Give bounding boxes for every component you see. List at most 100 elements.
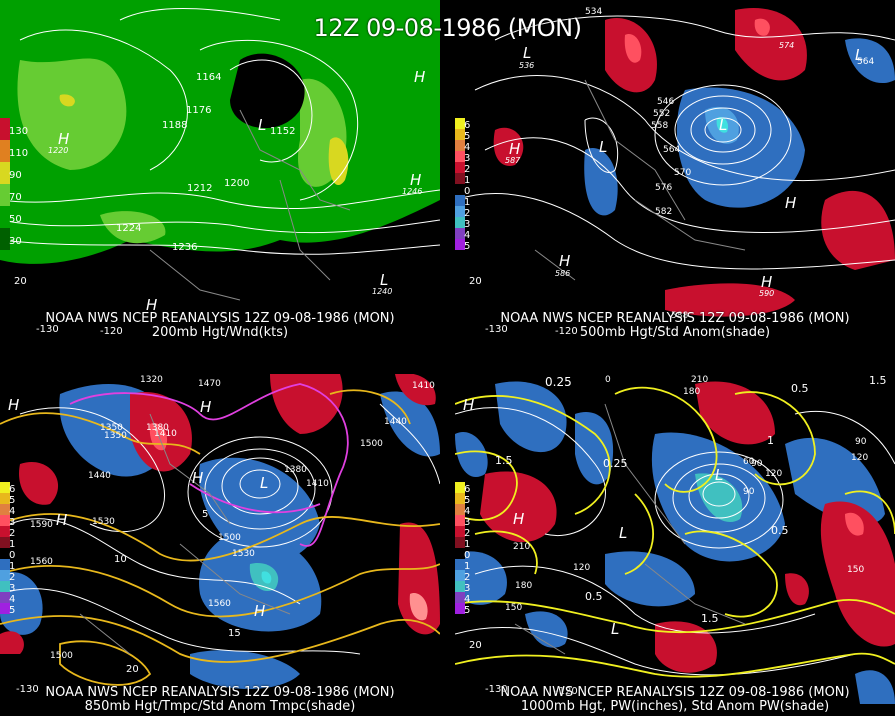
low-marker: L xyxy=(599,138,607,156)
contour-label: 150 xyxy=(847,565,864,575)
contour-label: 576 xyxy=(655,183,672,193)
contour-label: 534 xyxy=(585,7,602,17)
high-marker: H xyxy=(58,130,69,148)
contour-label: 1188 xyxy=(162,120,187,131)
lat-label: 20 xyxy=(469,276,482,287)
center-value: 587 xyxy=(505,156,521,165)
center-value: 1220 xyxy=(48,146,68,155)
legend-label: 2 xyxy=(9,572,16,583)
legend-label: 3 xyxy=(9,583,16,594)
legend-label: 2 xyxy=(464,164,471,175)
center-value: 590 xyxy=(759,289,774,298)
legend-label: 5 xyxy=(464,131,471,142)
contour-label: 60 xyxy=(743,457,755,467)
contour-label: 1560 xyxy=(208,599,231,609)
contour-label: 1380 xyxy=(284,465,307,475)
legend-label: 6 xyxy=(464,120,471,131)
contour-label: 1350 xyxy=(100,423,123,433)
pw-label: 0.5 xyxy=(771,524,789,537)
contour-label: 1500 xyxy=(50,651,73,661)
contour-label: 210 xyxy=(691,375,708,385)
legend-label: 5 xyxy=(464,241,471,252)
lon-label: -120 xyxy=(555,686,578,697)
high-marker: H xyxy=(513,510,524,528)
contour-label: 180 xyxy=(515,581,532,591)
contour-label: 1560 xyxy=(30,557,53,567)
legend-label: 1 xyxy=(464,175,471,186)
contour-label: 1236 xyxy=(172,242,197,253)
contour-label: 558 xyxy=(651,121,668,131)
legend-label: 4 xyxy=(464,142,471,153)
caption-line1: NOAA NWS NCEP REANALYSIS 12Z 09-08-1986 … xyxy=(45,685,395,700)
legend-1000mb: 6 5 4 3 2 1 0 1 2 3 4 5 xyxy=(455,482,470,616)
high-marker: H xyxy=(559,252,570,270)
map-850mb xyxy=(0,374,440,716)
high-marker: H xyxy=(8,396,19,414)
contour-label: 1530 xyxy=(92,517,115,527)
pw-label: 0.25 xyxy=(603,457,628,470)
center-value: 586 xyxy=(555,269,570,278)
caption-line2: 200mb Hgt/Wnd(kts) xyxy=(151,325,289,340)
legend-label: 5 xyxy=(464,495,471,506)
lat-label: 20 xyxy=(469,640,482,651)
legend-label: 4 xyxy=(9,594,16,605)
legend-label: 6 xyxy=(9,484,16,495)
legend-label: 3 xyxy=(464,219,471,230)
legend-label: 1 xyxy=(9,561,16,572)
caption-line1: NOAA NWS NCEP REANALYSIS 12Z 09-08-1986 … xyxy=(500,685,850,700)
pw-label: 1.5 xyxy=(701,612,719,625)
legend-label: 70 xyxy=(9,192,22,203)
legend-label: 5 xyxy=(9,605,16,616)
contour-label: 546 xyxy=(657,97,674,107)
low-marker: L xyxy=(715,466,723,484)
labels-200mb: 1164 1176 1188 1152 1212 1200 1224 1236 … xyxy=(14,68,425,337)
high-marker: H xyxy=(761,273,772,291)
contour-label: 0 xyxy=(605,375,611,385)
contour-label: 1500 xyxy=(218,533,241,543)
legend-label: 3 xyxy=(464,153,471,164)
legend-label: 50 xyxy=(9,214,22,225)
legend-label: 0 xyxy=(9,550,16,561)
caption-line2: 850mb Hgt/Tmpc/Std Anom Tmpc(shade) xyxy=(84,699,356,714)
contour-label: 1200 xyxy=(224,178,249,189)
pw-label: 0.5 xyxy=(585,590,603,603)
lon-label: -130 xyxy=(16,684,39,695)
lon-label: -130 xyxy=(485,324,508,335)
contour-label: 210 xyxy=(513,542,530,552)
contour-label: 1212 xyxy=(187,183,212,194)
legend-label: 5 xyxy=(464,605,471,616)
panel-200mb: 130 110 90 70 50 30 1164 1176 1188 1152 … xyxy=(0,0,440,342)
legend-label: 1 xyxy=(464,197,471,208)
caption-line1: NOAA NWS NCEP REANALYSIS 12Z 09-08-1986 … xyxy=(500,311,850,326)
pw-label: 0.25 xyxy=(545,375,572,389)
caption-line2: 500mb Hgt/Std Anom(shade) xyxy=(579,325,771,340)
legend-label: 5 xyxy=(9,495,16,506)
legend-label: 1 xyxy=(9,539,16,550)
labels-850mb: 1320 1350 1380 1410 1440 1470 1500 1530 … xyxy=(8,375,435,695)
high-marker: H xyxy=(785,194,796,212)
lat-label: 20 xyxy=(14,276,27,287)
contour-label: 90 xyxy=(751,459,763,469)
caption-line1: NOAA NWS NCEP REANALYSIS 12Z 09-08-1986 … xyxy=(45,311,395,326)
center-value: 574 xyxy=(779,41,794,50)
pw-label: 1.5 xyxy=(869,374,887,387)
map-1000mb xyxy=(455,374,895,716)
temp-label: 10 xyxy=(114,554,127,565)
center-value: 1246 xyxy=(402,187,422,196)
low-marker: L xyxy=(523,44,531,62)
legend-200mb: 130 110 90 70 50 30 xyxy=(0,118,28,250)
contour-label: 1410 xyxy=(306,479,329,489)
contour-label: 90 xyxy=(743,487,755,497)
legend-label: 1 xyxy=(464,561,471,572)
labels-1000mb: 0.25 0 210 180 1.5 1 0.5 0.25 0.5 60 90 … xyxy=(463,374,887,697)
legend-label: 4 xyxy=(9,506,16,517)
pw-label: 1.5 xyxy=(495,454,513,467)
contour-label: 180 xyxy=(683,387,700,397)
pw-label: 0.5 xyxy=(791,382,809,395)
contour-label: 1164 xyxy=(196,72,221,83)
lon-label: -120 xyxy=(100,326,123,337)
high-marker: H xyxy=(410,171,421,189)
contour-label: 1590 xyxy=(30,520,53,530)
labels-500mb: 534 536 546 552 558 564 570 576 582 588 … xyxy=(469,7,874,337)
